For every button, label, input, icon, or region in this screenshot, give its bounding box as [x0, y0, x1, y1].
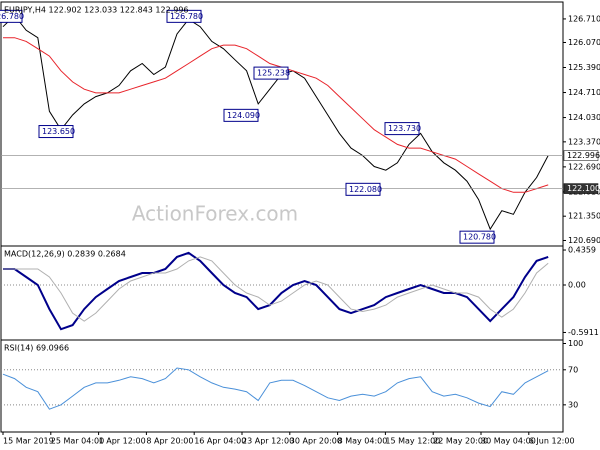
y-tick-label: -0.5911 [568, 328, 599, 337]
series-line [3, 256, 549, 322]
y-tick-label: 123.370 [568, 137, 600, 146]
level-annotation: 125.238 [257, 69, 290, 78]
panel-title: RSI(14) 69.0966 [4, 344, 69, 353]
y-tick-label: 0.4359 [568, 246, 596, 255]
y-tick-label: 100 [568, 339, 583, 348]
level-annotation-box [459, 230, 495, 244]
series-line [2, 14, 549, 231]
x-tick-label: 30 May 04:00 [481, 437, 536, 446]
level-annotation: 123.730 [388, 124, 421, 133]
y-tick-label: 124.710 [568, 88, 600, 97]
level-annotation-box [345, 182, 381, 196]
y-tick-label: 120.690 [568, 236, 600, 245]
y-tick-label: 121.350 [568, 212, 600, 221]
panel-title: MACD(12,26,9) 0.2839 0.2684 [4, 250, 126, 259]
price-label: 122.996 [567, 151, 600, 160]
x-tick-label: 8 May 04:00 [338, 437, 388, 446]
price-label-box [563, 150, 599, 161]
panel-title: EURJPY,H4 122.902 123.033 122.843 122.99… [4, 6, 189, 15]
level-annotation-box [38, 125, 74, 139]
level-annotation: 126.780 [0, 12, 24, 21]
level-annotation: 122.080 [349, 185, 382, 194]
level-annotation-box [253, 66, 289, 80]
x-tick-label: 30 Apr 20:00 [290, 437, 342, 446]
watermark: ActionForex.com [132, 202, 298, 226]
x-tick-label: 25 Mar 04:00 [51, 437, 104, 446]
x-tick-label: 6 Jun 12:00 [529, 437, 575, 446]
level-annotation: 124.090 [227, 111, 260, 120]
x-tick-label: 15 May 12:00 [385, 437, 440, 446]
level-annotation-box [166, 9, 202, 23]
x-tick-label: 1 Apr 12:00 [99, 437, 146, 446]
level-annotation: 126.780 [170, 12, 203, 21]
panel-frame [0, 339, 564, 433]
level-annotation-box [0, 9, 23, 23]
level-annotation: 123.650 [42, 127, 75, 136]
y-tick-label: 122.690 [568, 162, 600, 171]
x-tick-label: 8 Apr 20:00 [146, 437, 193, 446]
y-tick-label: 30 [568, 400, 578, 409]
y-tick-label: 126.710 [568, 14, 600, 23]
y-tick-label: 124.030 [568, 113, 600, 122]
x-tick-label: 23 Apr 12:00 [242, 437, 294, 446]
level-annotation-box [223, 108, 259, 122]
series-line [2, 367, 549, 410]
x-tick-label: 22 May 20:00 [433, 437, 488, 446]
y-tick-label: 126.070 [568, 38, 600, 47]
y-tick-label: 125.390 [568, 63, 600, 72]
y-tick-label: 70 [568, 365, 578, 374]
y-tick-label: 0.00 [568, 281, 586, 290]
x-tick-label: 15 Mar 2019 [3, 437, 54, 446]
series-line [3, 251, 549, 331]
level-annotation: 120.780 [463, 233, 496, 242]
price-label-box [563, 183, 599, 194]
price-label: 122.100 [567, 184, 600, 193]
series-line [3, 37, 549, 193]
x-tick-label: 16 Apr 04:00 [194, 437, 246, 446]
level-annotation-box [384, 122, 420, 136]
